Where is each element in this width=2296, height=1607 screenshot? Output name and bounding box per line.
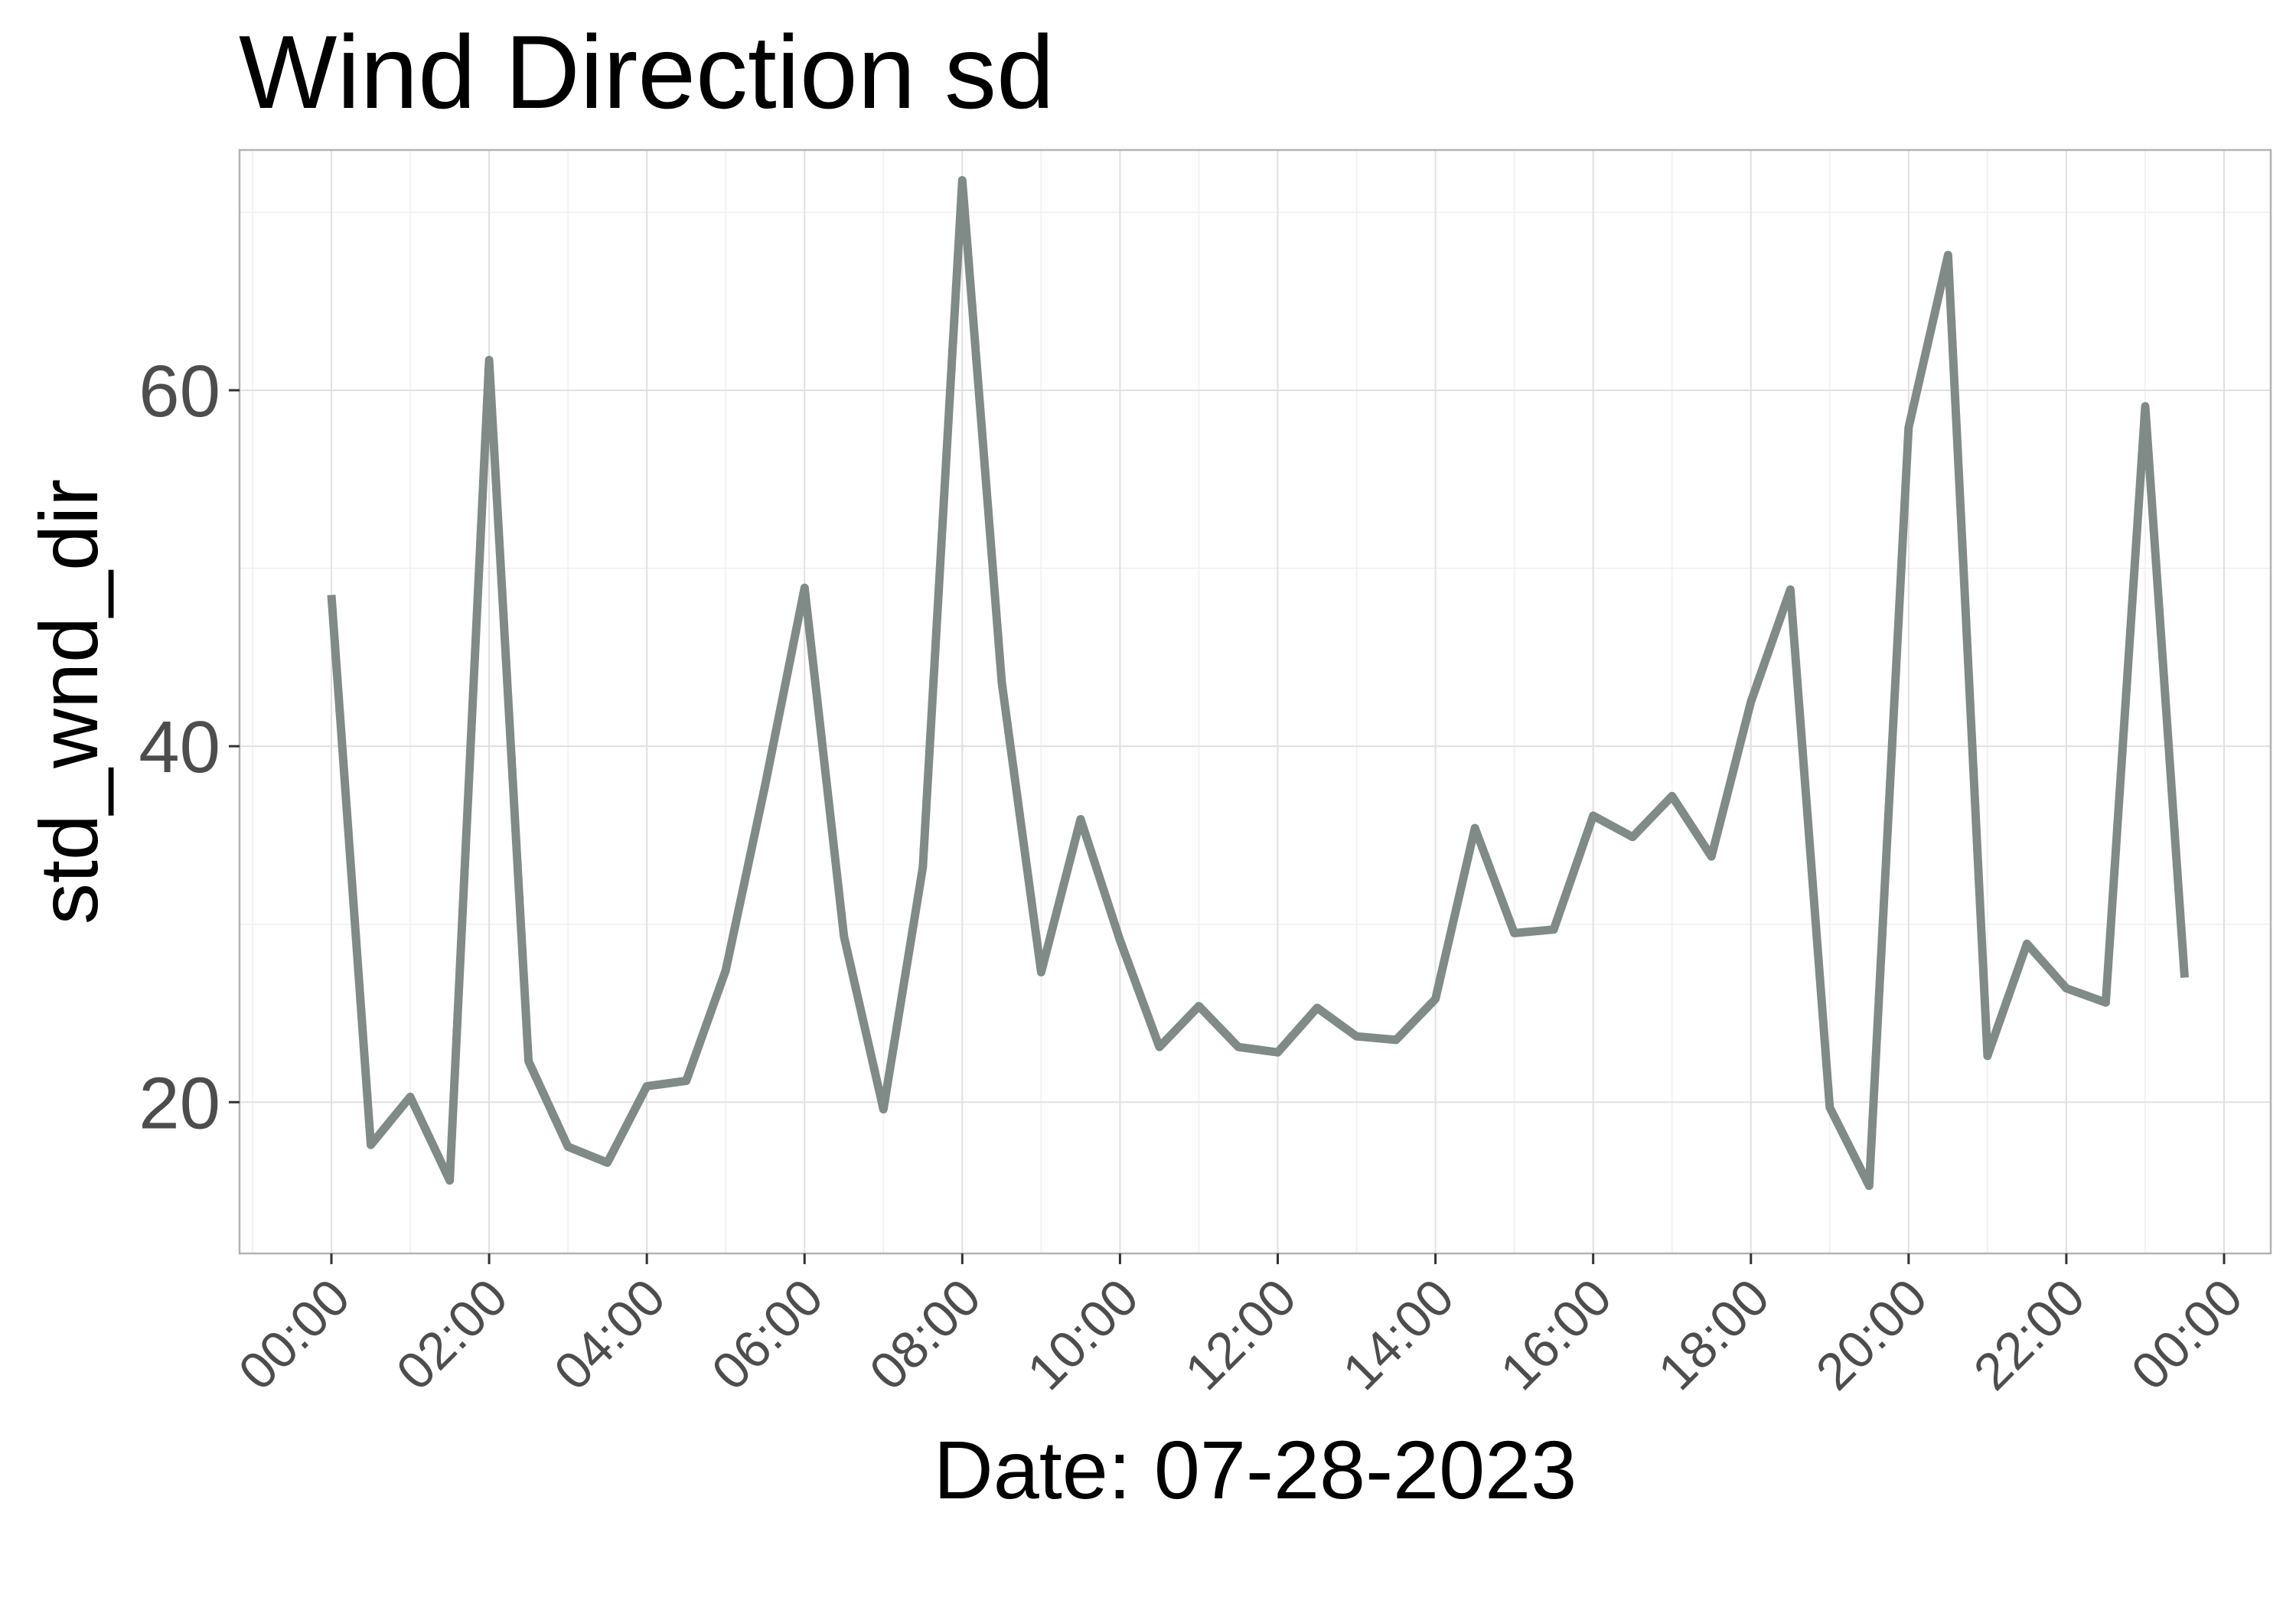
chart-title: Wind Direction sd	[239, 14, 1055, 130]
x-tick-label: 00:00	[228, 1268, 361, 1401]
y-tick-label: 20	[139, 1062, 220, 1144]
x-axis: 00:00 02:00 04:00 06:00 08:00 10:00 12:00 14:00…	[228, 1253, 2254, 1401]
series-line	[327, 176, 2189, 1191]
x-tick-label: 16:00	[1489, 1268, 1623, 1401]
major-gridlines	[240, 150, 2271, 1253]
plot-panel	[238, 148, 2272, 1255]
x-tick-label: 08:00	[859, 1268, 992, 1401]
y-tick-label: 60	[139, 350, 220, 432]
x-tick-label: 02:00	[386, 1268, 519, 1401]
x-tick-label: 12:00	[1174, 1268, 1307, 1401]
x-tick-label: 06:00	[701, 1268, 834, 1401]
y-axis: 20 40 60	[139, 350, 240, 1144]
x-tick-label: 00:00	[2121, 1268, 2254, 1401]
x-tick-label: 10:00	[1016, 1268, 1150, 1401]
x-tick-label: 22:00	[1962, 1268, 2095, 1401]
x-tick-label: 04:00	[543, 1268, 677, 1401]
x-tick-label: 20:00	[1805, 1268, 1938, 1401]
x-axis-title: Date: 07-28-2023	[934, 1423, 1577, 1516]
y-tick-label: 40	[139, 706, 220, 788]
x-tick-label: 18:00	[1647, 1268, 1780, 1401]
y-axis-title: std_wnd_dir	[22, 479, 115, 924]
x-tick-label: 14:00	[1332, 1268, 1465, 1401]
